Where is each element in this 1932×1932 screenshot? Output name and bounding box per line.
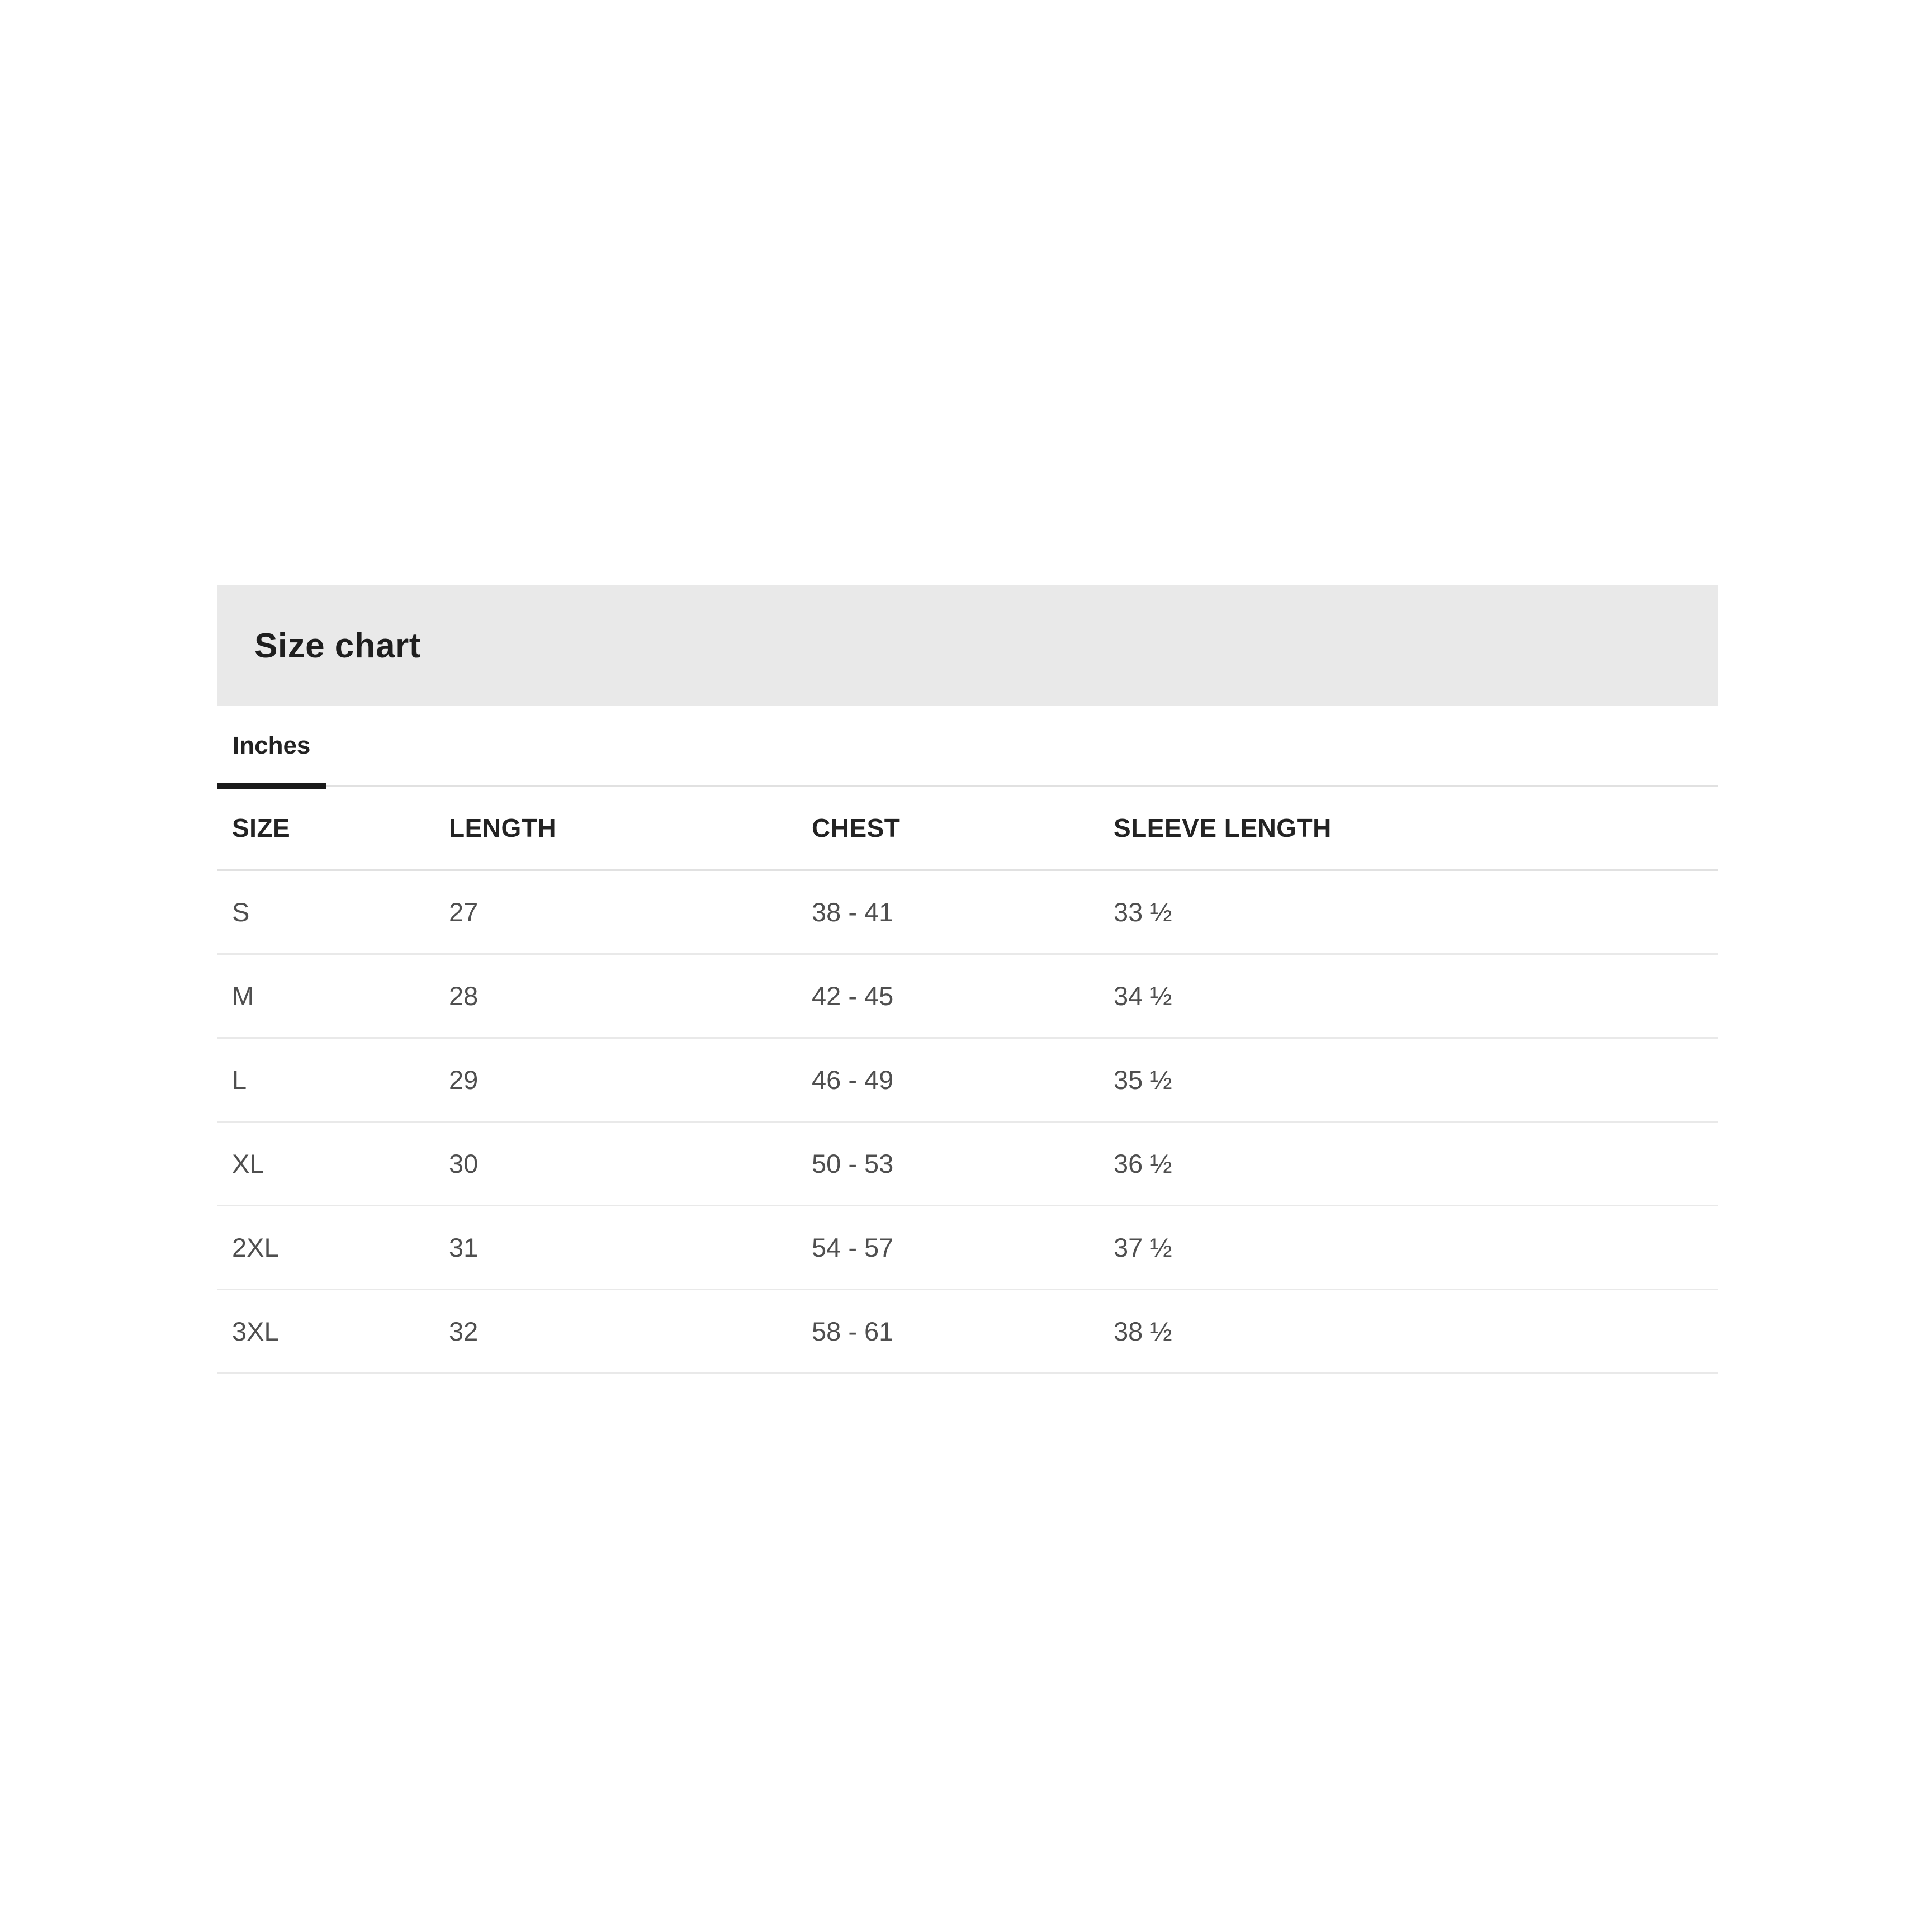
cell-size: XL xyxy=(232,1149,264,1178)
cell-sleeve-length: 34 ½ xyxy=(1114,981,1172,1011)
cell-size: L xyxy=(232,1065,247,1095)
table-row: XL 30 50 - 53 36 ½ xyxy=(217,1123,1718,1206)
table-row: 2XL 31 54 - 57 37 ½ xyxy=(217,1206,1718,1290)
column-header-size: SIZE xyxy=(232,813,291,842)
cell-chest: 46 - 49 xyxy=(812,1065,894,1095)
cell-chest: 42 - 45 xyxy=(812,981,894,1011)
cell-length: 31 xyxy=(449,1233,479,1262)
table-row: 3XL 32 58 - 61 38 ½ xyxy=(217,1290,1718,1374)
table-row: M 28 42 - 45 34 ½ xyxy=(217,955,1718,1039)
tab-inches-label: Inches xyxy=(233,732,311,759)
cell-length: 28 xyxy=(449,981,479,1011)
cell-length: 27 xyxy=(449,897,479,927)
table-row: L 29 46 - 49 35 ½ xyxy=(217,1039,1718,1123)
cell-size: M xyxy=(232,981,254,1011)
cell-chest: 38 - 41 xyxy=(812,897,894,927)
size-chart-title: Size chart xyxy=(254,626,421,665)
cell-size: 2XL xyxy=(232,1233,279,1262)
cell-sleeve-length: 33 ½ xyxy=(1114,897,1172,927)
table-row: S 27 38 - 41 33 ½ xyxy=(217,871,1718,955)
units-tab-bar: Inches xyxy=(217,706,1718,789)
cell-size: 3XL xyxy=(232,1317,279,1346)
cell-length: 32 xyxy=(449,1317,479,1346)
cell-sleeve-length: 36 ½ xyxy=(1114,1149,1172,1178)
cell-chest: 50 - 53 xyxy=(812,1149,894,1178)
cell-sleeve-length: 38 ½ xyxy=(1114,1317,1172,1346)
column-header-chest: CHEST xyxy=(812,813,901,842)
table-header-row: SIZE LENGTH CHEST SLEEVE LENGTH xyxy=(217,787,1718,871)
column-header-length: LENGTH xyxy=(449,813,557,842)
cell-chest: 58 - 61 xyxy=(812,1317,894,1346)
active-tab-underline xyxy=(217,783,326,789)
cell-size: S xyxy=(232,897,250,927)
cell-length: 30 xyxy=(449,1149,479,1178)
cell-sleeve-length: 35 ½ xyxy=(1114,1065,1172,1095)
cell-sleeve-length: 37 ½ xyxy=(1114,1233,1172,1262)
size-chart-panel: Size chart Inches SIZE LENGTH CHEST SLEE… xyxy=(217,585,1718,1374)
size-chart-header-band: Size chart xyxy=(217,585,1718,706)
column-header-sleeve-length: SLEEVE LENGTH xyxy=(1114,813,1332,842)
tab-inches[interactable]: Inches xyxy=(217,706,326,789)
cell-chest: 54 - 57 xyxy=(812,1233,894,1262)
cell-length: 29 xyxy=(449,1065,479,1095)
